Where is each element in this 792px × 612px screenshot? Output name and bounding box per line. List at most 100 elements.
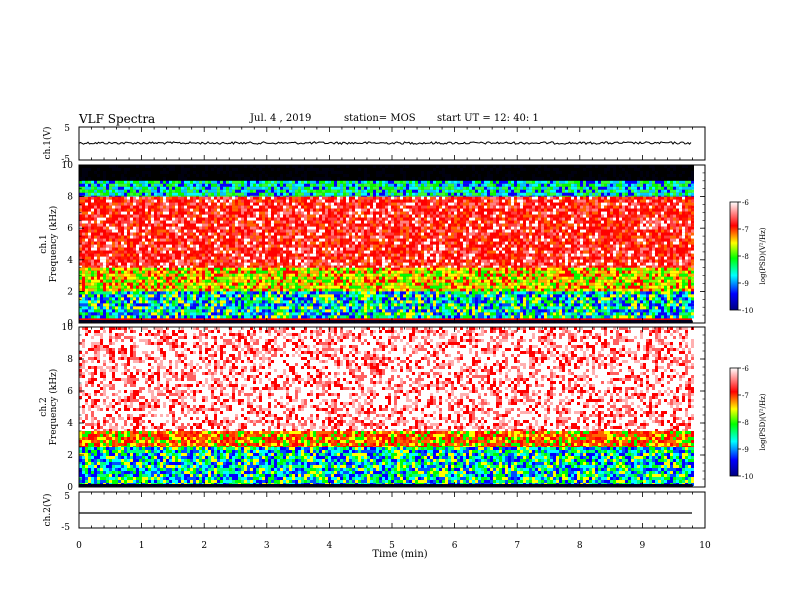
- spectrogram-cell: [397, 180, 400, 184]
- spectrogram-cell: [223, 211, 226, 215]
- spectrogram-cell: [331, 208, 334, 212]
- spectrogram-cell: [295, 211, 298, 215]
- spectrogram-cell: [580, 168, 583, 171]
- spectrogram-cell: [187, 220, 190, 224]
- spectrogram-cell: [520, 180, 523, 184]
- spectrogram-cell: [334, 177, 337, 180]
- spectrogram-cell: [517, 223, 520, 227]
- spectrogram-cell: [202, 220, 205, 224]
- spectrogram-cell: [127, 229, 130, 233]
- spectrogram-cell: [655, 180, 658, 184]
- spectrogram-cell: [400, 214, 403, 218]
- spectrogram-cell: [511, 211, 514, 215]
- spectrogram-cell: [127, 196, 130, 200]
- spectrogram-cell: [589, 189, 592, 193]
- spectrogram-cell: [439, 196, 442, 200]
- spectrogram-cell: [556, 214, 559, 218]
- spectrogram-cell: [217, 214, 220, 218]
- spectrogram-cell: [331, 168, 334, 171]
- spectrogram-cell: [91, 168, 94, 171]
- spectrogram-cell: [229, 217, 232, 221]
- spectrogram-cell: [139, 214, 142, 218]
- spectrogram-cell: [253, 183, 256, 187]
- spectrogram-cell: [622, 189, 625, 193]
- spectrogram-cell: [229, 214, 232, 218]
- spectrogram-cell: [532, 214, 535, 218]
- spectrogram-cell: [616, 186, 619, 190]
- spectrogram-cell: [436, 192, 439, 196]
- spectrogram-cell: [169, 180, 172, 184]
- spectrogram-cell: [319, 199, 322, 203]
- spectrogram-cell: [145, 205, 148, 209]
- spectrogram-cell: [181, 192, 184, 196]
- spectrogram-cell: [256, 177, 259, 180]
- spectrogram-cell: [328, 226, 331, 230]
- spectrogram-cell: [190, 211, 193, 215]
- spectrogram-cell: [190, 229, 193, 233]
- spectrogram-cell: [175, 214, 178, 218]
- spectrogram-cell: [286, 223, 289, 227]
- spectrogram-cell: [97, 211, 100, 215]
- spectrogram-cell: [382, 226, 385, 230]
- spectrogram-cell: [508, 183, 511, 187]
- spectrogram-cell: [118, 177, 121, 180]
- spectrogram-cell: [685, 180, 688, 184]
- spectrogram-cell: [460, 186, 463, 190]
- spectrogram-cell: [325, 226, 328, 230]
- spectrogram-cell: [646, 177, 649, 180]
- spectrogram-cell: [106, 192, 109, 196]
- spectrogram-cell: [601, 174, 604, 177]
- spectrogram-cell: [616, 171, 619, 174]
- spectrogram-cell: [604, 183, 607, 187]
- spectrogram-cell: [205, 168, 208, 171]
- spectrogram-cell: [256, 214, 259, 218]
- spectrogram-cell: [595, 174, 598, 177]
- spectrogram-cell: [265, 196, 268, 200]
- spectrogram-cell: [106, 183, 109, 187]
- spectrogram-cell: [367, 211, 370, 215]
- spectrogram-cell: [511, 183, 514, 187]
- spectrogram-cell: [475, 214, 478, 218]
- spectrogram-cell: [124, 168, 127, 171]
- spectrogram-cell: [265, 171, 268, 174]
- spectrogram-cell: [127, 180, 130, 184]
- spectrogram-cell: [247, 189, 250, 193]
- spectrogram-cell: [421, 177, 424, 180]
- spectrogram-cell: [217, 217, 220, 221]
- spectrogram-cell: [328, 220, 331, 224]
- spectrogram-cell: [232, 205, 235, 209]
- spectrogram-cell: [190, 223, 193, 227]
- spectrogram-cell: [448, 177, 451, 180]
- spectrogram-cell: [124, 214, 127, 218]
- spectrogram-cell: [598, 199, 601, 203]
- spectrogram-cell: [193, 229, 196, 233]
- spectrogram-cell: [193, 177, 196, 180]
- spectrogram-cell: [403, 174, 406, 177]
- spectrogram-cell: [130, 183, 133, 187]
- spectrogram-cell: [334, 189, 337, 193]
- spectrogram-cell: [139, 217, 142, 221]
- spectrogram-cell: [214, 183, 217, 187]
- spectrogram-cell: [544, 171, 547, 174]
- spectrogram-cell: [433, 180, 436, 184]
- spectrogram-cell: [364, 220, 367, 224]
- spectrogram-cell: [232, 183, 235, 187]
- spectrogram-cell: [466, 174, 469, 177]
- spectrogram-cell: [133, 192, 136, 196]
- spectrogram-cell: [127, 192, 130, 196]
- spectrogram-cell: [370, 177, 373, 180]
- spectrogram-cell: [526, 180, 529, 184]
- spectrogram-cell: [469, 214, 472, 218]
- spectrogram-cell: [454, 229, 457, 233]
- spectrogram-cell: [205, 229, 208, 233]
- spectrogram-cell: [571, 223, 574, 227]
- spectrogram-cell: [292, 183, 295, 187]
- spectrogram-cell: [133, 211, 136, 215]
- spectrogram-cell: [541, 205, 544, 209]
- spectrogram-cell: [652, 199, 655, 203]
- spectrogram-cell: [139, 165, 142, 168]
- spectrogram-cell: [685, 192, 688, 196]
- spectrogram-cell: [571, 192, 574, 196]
- spectrogram-cell: [493, 214, 496, 218]
